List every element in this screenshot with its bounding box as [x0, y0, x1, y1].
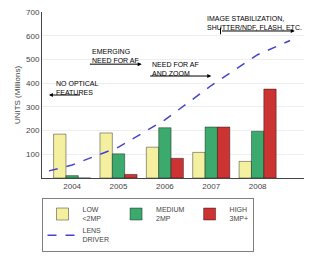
- svg-text:UNITS (Millions): UNITS (Millions): [13, 66, 22, 125]
- svg-text:LOW<2MP: LOW<2MP: [83, 206, 102, 222]
- svg-text:EMERGINGNEED FOR AF: EMERGINGNEED FOR AF: [92, 48, 139, 64]
- svg-text:300: 300: [26, 103, 40, 112]
- svg-text:2008: 2008: [249, 182, 267, 191]
- svg-text:NO OPTICALFEATURES: NO OPTICALFEATURES: [56, 80, 99, 96]
- svg-text:600: 600: [26, 32, 40, 41]
- svg-text:IMAGE STABILIZATION,SHUTTER/ND: IMAGE STABILIZATION,SHUTTER/NDF, FLASH, …: [207, 15, 302, 31]
- svg-text:LENSDRIVER: LENSDRIVER: [83, 227, 109, 243]
- svg-text:700: 700: [26, 8, 40, 17]
- svg-text:2006: 2006: [156, 182, 174, 191]
- svg-text:400: 400: [26, 79, 40, 88]
- svg-text:HIGH3MP+: HIGH3MP+: [230, 206, 248, 222]
- svg-text:2007: 2007: [202, 182, 220, 191]
- svg-text:2005: 2005: [110, 182, 128, 191]
- svg-text:100: 100: [26, 150, 40, 159]
- svg-text:NEED FOR AFAND ZOOM: NEED FOR AFAND ZOOM: [152, 61, 199, 77]
- svg-text:500: 500: [26, 55, 40, 64]
- svg-text:200: 200: [26, 126, 40, 135]
- svg-text:2004: 2004: [63, 182, 81, 191]
- svg-text:MEDIUM2MP: MEDIUM2MP: [156, 206, 185, 222]
